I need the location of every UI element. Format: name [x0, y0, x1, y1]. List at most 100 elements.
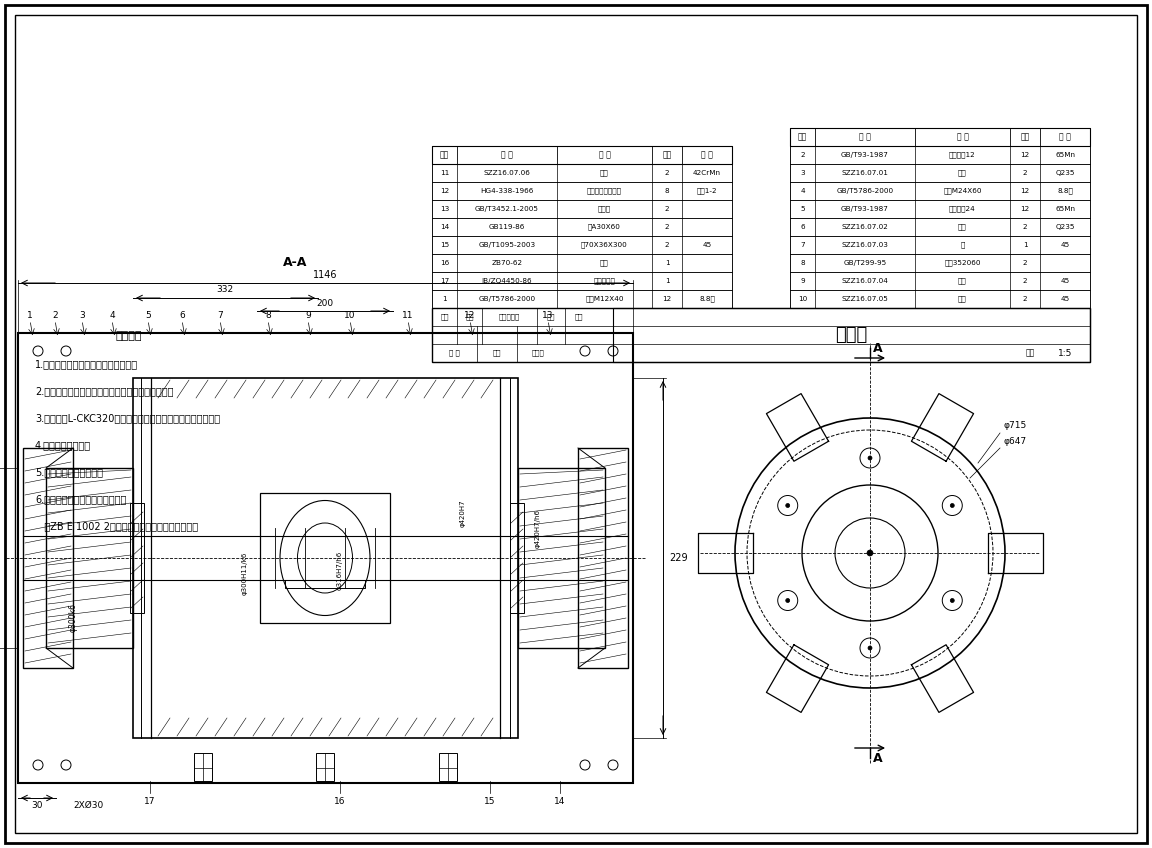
Text: φ715: φ715 — [1003, 421, 1026, 431]
Bar — [260, 493, 391, 623]
Text: 图 号: 图 号 — [859, 132, 871, 142]
Circle shape — [950, 599, 954, 602]
Text: 部件图: 部件图 — [835, 326, 867, 344]
Text: 15: 15 — [484, 796, 495, 806]
Text: 处数: 处数 — [465, 314, 473, 321]
Text: SZZ16.07.06: SZZ16.07.06 — [484, 170, 530, 176]
Circle shape — [786, 504, 790, 507]
Text: 材 料: 材 料 — [1059, 132, 1071, 142]
Text: 轴承352060: 轴承352060 — [945, 259, 980, 266]
Text: 2: 2 — [1023, 260, 1028, 266]
Text: 序号: 序号 — [798, 132, 808, 142]
Bar — [432, 290, 732, 308]
Text: 45: 45 — [1060, 242, 1069, 248]
Bar — [790, 290, 1090, 308]
Text: SZZ16.07.05: SZZ16.07.05 — [842, 296, 888, 302]
Text: 2: 2 — [52, 311, 58, 321]
Text: 标记: 标记 — [440, 314, 449, 321]
Text: 2: 2 — [665, 170, 669, 176]
Text: GB/T5786-2000: GB/T5786-2000 — [478, 296, 536, 302]
Bar — [18, 333, 632, 783]
Text: 9: 9 — [801, 278, 805, 284]
Text: 3: 3 — [801, 170, 805, 176]
Bar — [432, 272, 732, 290]
Text: 2: 2 — [665, 224, 669, 230]
Text: 12: 12 — [662, 296, 672, 302]
Bar — [432, 182, 732, 200]
Text: 数量: 数量 — [1021, 132, 1030, 142]
Bar — [316, 753, 334, 781]
Text: 3: 3 — [79, 311, 85, 321]
Text: 2: 2 — [1023, 278, 1028, 284]
Text: 2: 2 — [1023, 224, 1028, 230]
Circle shape — [867, 646, 872, 650]
Text: HG4-338-1966: HG4-338-1966 — [480, 188, 533, 194]
Text: 比例: 比例 — [1025, 349, 1034, 358]
Text: GB/T1095-2003: GB/T1095-2003 — [478, 242, 536, 248]
Circle shape — [867, 456, 872, 460]
Text: 材 料: 材 料 — [702, 150, 713, 159]
Text: 14: 14 — [440, 224, 449, 230]
Text: 229: 229 — [669, 553, 688, 563]
Bar — [432, 308, 1090, 362]
Text: 45: 45 — [1060, 278, 1069, 284]
Text: 7: 7 — [801, 242, 805, 248]
Text: φ300H11/k6: φ300H11/k6 — [242, 551, 248, 594]
Text: 13: 13 — [543, 311, 554, 321]
Text: 13: 13 — [440, 206, 449, 212]
Text: 6.平键表面及两端轴承座配合表面: 6.平键表面及两端轴承座配合表面 — [35, 494, 127, 504]
Text: 弹簧垫圈12: 弹簧垫圈12 — [949, 152, 976, 159]
Text: 轴: 轴 — [961, 242, 964, 248]
Text: SZZ16.07.01: SZZ16.07.01 — [842, 170, 888, 176]
Text: 数量: 数量 — [662, 150, 672, 159]
Bar — [132, 378, 518, 738]
Text: 12: 12 — [464, 311, 476, 321]
Text: 外六角螺塞: 外六角螺塞 — [593, 277, 615, 284]
Bar — [790, 128, 1090, 146]
Text: 1:5: 1:5 — [1058, 349, 1073, 358]
Text: 12: 12 — [1021, 188, 1030, 194]
Text: 1: 1 — [665, 260, 669, 266]
Text: GB/T299-95: GB/T299-95 — [843, 260, 887, 266]
Text: φ420H7: φ420H7 — [460, 499, 467, 527]
Text: A: A — [873, 751, 882, 765]
Text: 4: 4 — [109, 311, 115, 321]
Text: 5.各接口处应涂密封胶；: 5.各接口处应涂密封胶； — [35, 467, 103, 477]
Text: 端盖: 端盖 — [958, 170, 967, 176]
Text: 11: 11 — [440, 170, 449, 176]
Bar — [194, 753, 212, 781]
Bar — [285, 580, 365, 588]
Text: 10: 10 — [798, 296, 808, 302]
Bar — [439, 753, 457, 781]
Text: 16: 16 — [440, 260, 449, 266]
Bar — [432, 146, 732, 164]
Text: 45: 45 — [1060, 296, 1069, 302]
Text: 1: 1 — [442, 296, 447, 302]
Text: 1: 1 — [665, 278, 669, 284]
Text: 1: 1 — [1023, 242, 1028, 248]
Bar — [46, 468, 132, 648]
Text: 10: 10 — [344, 311, 356, 321]
Text: 8: 8 — [665, 188, 669, 194]
Text: 油圈: 油圈 — [600, 259, 609, 266]
Text: 8: 8 — [265, 311, 271, 321]
Bar — [578, 448, 628, 668]
Bar — [790, 236, 1090, 254]
Text: Q235: Q235 — [1055, 224, 1075, 230]
Text: 45: 45 — [703, 242, 712, 248]
Bar — [432, 200, 732, 218]
Text: 65Mn: 65Mn — [1055, 152, 1075, 158]
Text: 6: 6 — [179, 311, 184, 321]
Text: φ420H7/h6: φ420H7/h6 — [535, 509, 541, 548]
Text: 螺栓M24X60: 螺栓M24X60 — [943, 187, 982, 194]
Bar — [790, 218, 1090, 236]
Text: 标准化: 标准化 — [531, 349, 545, 356]
Text: 2.检查橡胶密封件有无损伤，安装时不得扭曲损伤；: 2.检查橡胶密封件有无损伤，安装时不得扭曲损伤； — [35, 386, 174, 396]
Text: 氟胶1-2: 氟胶1-2 — [697, 187, 718, 194]
Text: 螺栓M12X40: 螺栓M12X40 — [585, 296, 623, 302]
Text: 5: 5 — [145, 311, 151, 321]
Text: 332: 332 — [217, 286, 234, 294]
Text: 8: 8 — [801, 260, 805, 266]
Bar — [510, 503, 524, 613]
Text: 2: 2 — [665, 206, 669, 212]
